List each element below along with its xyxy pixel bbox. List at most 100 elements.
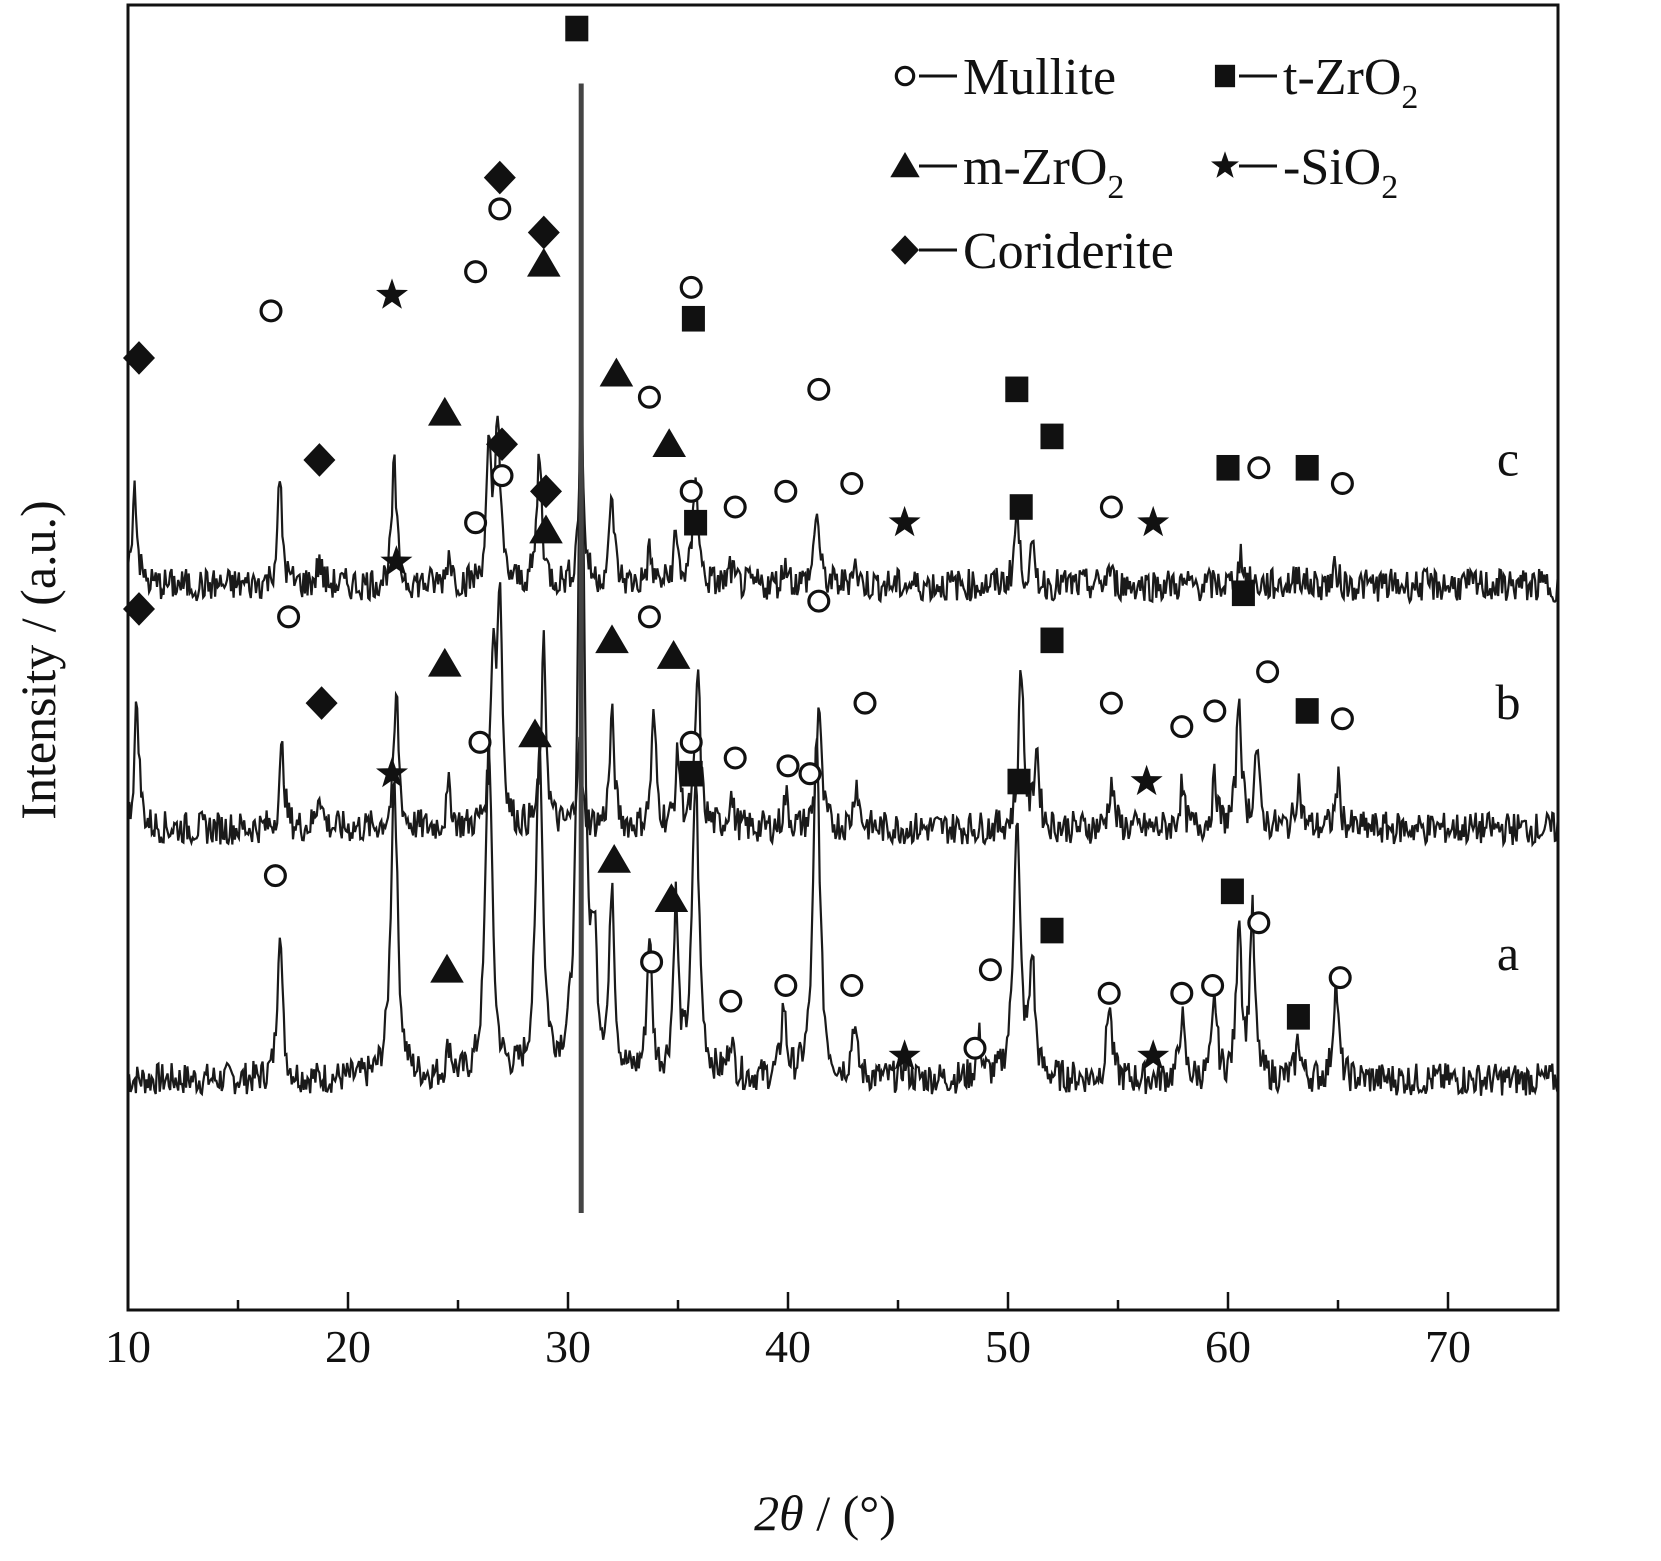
curve-labels-layer: a b c — [1496, 431, 1521, 981]
legend-label-t-zro2: t-ZrO2 — [1283, 49, 1418, 116]
marker-t-zro2-series-b — [684, 509, 708, 536]
marker-sio2-series-a — [376, 756, 408, 788]
marker-m-zro2-series-b — [656, 640, 691, 669]
marker-mullite-series-a — [640, 950, 664, 974]
marker-mullite-series-b — [679, 479, 703, 503]
x-axis-title: 2θ / (°) — [754, 1485, 896, 1541]
marker-mullite-series-c — [807, 377, 831, 401]
marker-mullite-series-b — [853, 691, 877, 715]
marker-cordierite-series-b — [123, 592, 155, 626]
marker-mullite-series-a — [1201, 973, 1225, 997]
legend-item-mullite: Mullite — [894, 49, 1116, 106]
x-axis-title-symbol: 2θ — [754, 1485, 804, 1541]
marker-m-zro2-series-b — [428, 647, 462, 677]
marker-sio2-series-a — [1137, 1039, 1170, 1070]
marker-mullite-series-b — [807, 589, 831, 613]
marker-mullite-series-a — [798, 762, 822, 786]
legend-label-main: -SiO — [1283, 139, 1381, 196]
legend-label-main: Coriderite — [963, 223, 1174, 280]
x-tick-label: 20 — [325, 1321, 371, 1372]
marker-mullite-series-c — [679, 275, 703, 299]
marker-m-zro2-series-c — [652, 428, 686, 458]
marker-mullite-series-a — [1247, 911, 1271, 935]
plot-frame — [126, 3, 1560, 1312]
legend-item-m-zro2: m-ZrO2 — [890, 139, 1124, 206]
marker-t-zro2-series-c — [1216, 454, 1240, 481]
marker-cordierite-series-c — [483, 160, 516, 195]
legend-label-m-zro2: m-ZrO2 — [963, 139, 1124, 206]
marker-m-zro2-series-c — [428, 396, 462, 426]
marker-m-zro2-series-c — [599, 357, 634, 387]
marker-cordierite-series-c — [527, 215, 560, 250]
legend-item-sio2: -SiO2 — [1211, 139, 1398, 206]
legend-label-cordierite: Coriderite — [963, 223, 1174, 280]
legend-label-mullite: Mullite — [963, 49, 1116, 106]
marker-mullite-series-c — [464, 260, 488, 284]
legend-mullite-icon — [894, 65, 916, 87]
marker-mullite-series-b — [464, 511, 488, 535]
x-tick-label: 30 — [545, 1321, 591, 1372]
x-axis-title-unit: / (°) — [804, 1485, 896, 1541]
legend-label-subscript: 2 — [1381, 169, 1398, 206]
marker-mullite-series-a — [963, 1036, 987, 1060]
marker-mullite-series-b — [1256, 660, 1280, 684]
y-axis-title: Intensity / (a.u.) — [10, 500, 66, 819]
marker-mullite-series-b — [1099, 691, 1123, 715]
series-b-curve — [126, 582, 1559, 849]
marker-mullite-series-c — [840, 471, 864, 495]
marker-mullite-series-a — [1170, 981, 1194, 1005]
marker-m-zro2-series-a — [518, 718, 552, 748]
x-tick-label: 40 — [765, 1321, 811, 1372]
legend-sio2-icon — [1211, 151, 1239, 178]
phase-markers-layer — [123, 15, 1354, 1070]
curve-label-a: a — [1497, 925, 1519, 981]
legend-label-subscript: 2 — [1107, 169, 1124, 206]
legend-label-main: Mullite — [963, 49, 1116, 106]
marker-t-zro2-series-a — [1040, 917, 1064, 944]
x-tick-label: 10 — [105, 1321, 151, 1372]
marker-t-zro2-series-a — [679, 760, 703, 787]
marker-sio2-series-b — [380, 545, 413, 576]
marker-t-zro2-series-b — [1231, 580, 1255, 607]
marker-mullite-series-c — [637, 385, 661, 409]
marker-m-zro2-series-a — [654, 883, 689, 912]
marker-cordierite-series-c — [303, 443, 336, 477]
legend-t-zro2-icon — [1214, 64, 1236, 88]
series-c-curve — [126, 415, 1559, 605]
marker-cordierite-series-c — [123, 341, 155, 375]
marker-t-zro2 — [565, 15, 589, 42]
marker-mullite-series-a — [679, 730, 703, 754]
marker-mullite-series-a — [1097, 981, 1121, 1005]
legend-m-zro2-icon — [890, 152, 920, 178]
marker-mullite-series-b — [277, 605, 301, 629]
marker-m-zro2-series-b — [595, 624, 629, 654]
curve-label-c: c — [1497, 431, 1519, 487]
marker-sio2-series-c — [888, 505, 921, 537]
marker-mullite-series-b — [723, 746, 747, 770]
marker-mullite-series-b — [1170, 715, 1194, 739]
legend-label-main: m-ZrO — [963, 139, 1107, 196]
marker-cordierite-series-b — [530, 474, 562, 509]
axes-layer: 10 20 30 40 50 60 70 — [105, 3, 1560, 1372]
marker-t-zro2-series-c — [1295, 454, 1319, 481]
legend-label-sio2: -SiO2 — [1283, 139, 1398, 206]
marker-mullite-series-b — [1330, 707, 1354, 731]
marker-mullite-series-c — [1330, 471, 1354, 495]
x-tick-label: 70 — [1425, 1321, 1471, 1372]
marker-t-zro2-series-a — [1286, 1004, 1310, 1030]
marker-m-zro2-series-b — [529, 514, 563, 544]
marker-mullite-series-c — [488, 197, 512, 221]
legend-cordierite-icon — [891, 235, 919, 265]
marker-mullite-series-c — [774, 479, 798, 503]
marker-mullite-series-c — [1247, 456, 1271, 480]
marker-mullite-series-a — [978, 958, 1002, 982]
marker-sio2-series-c — [376, 278, 408, 309]
legend-label-subscript: 2 — [1401, 79, 1418, 116]
marker-mullite-series-a — [468, 730, 492, 754]
marker-mullite-series-b — [490, 464, 514, 488]
x-tick-label: 60 — [1205, 1321, 1251, 1372]
marker-mullite-series-a — [1328, 966, 1352, 990]
